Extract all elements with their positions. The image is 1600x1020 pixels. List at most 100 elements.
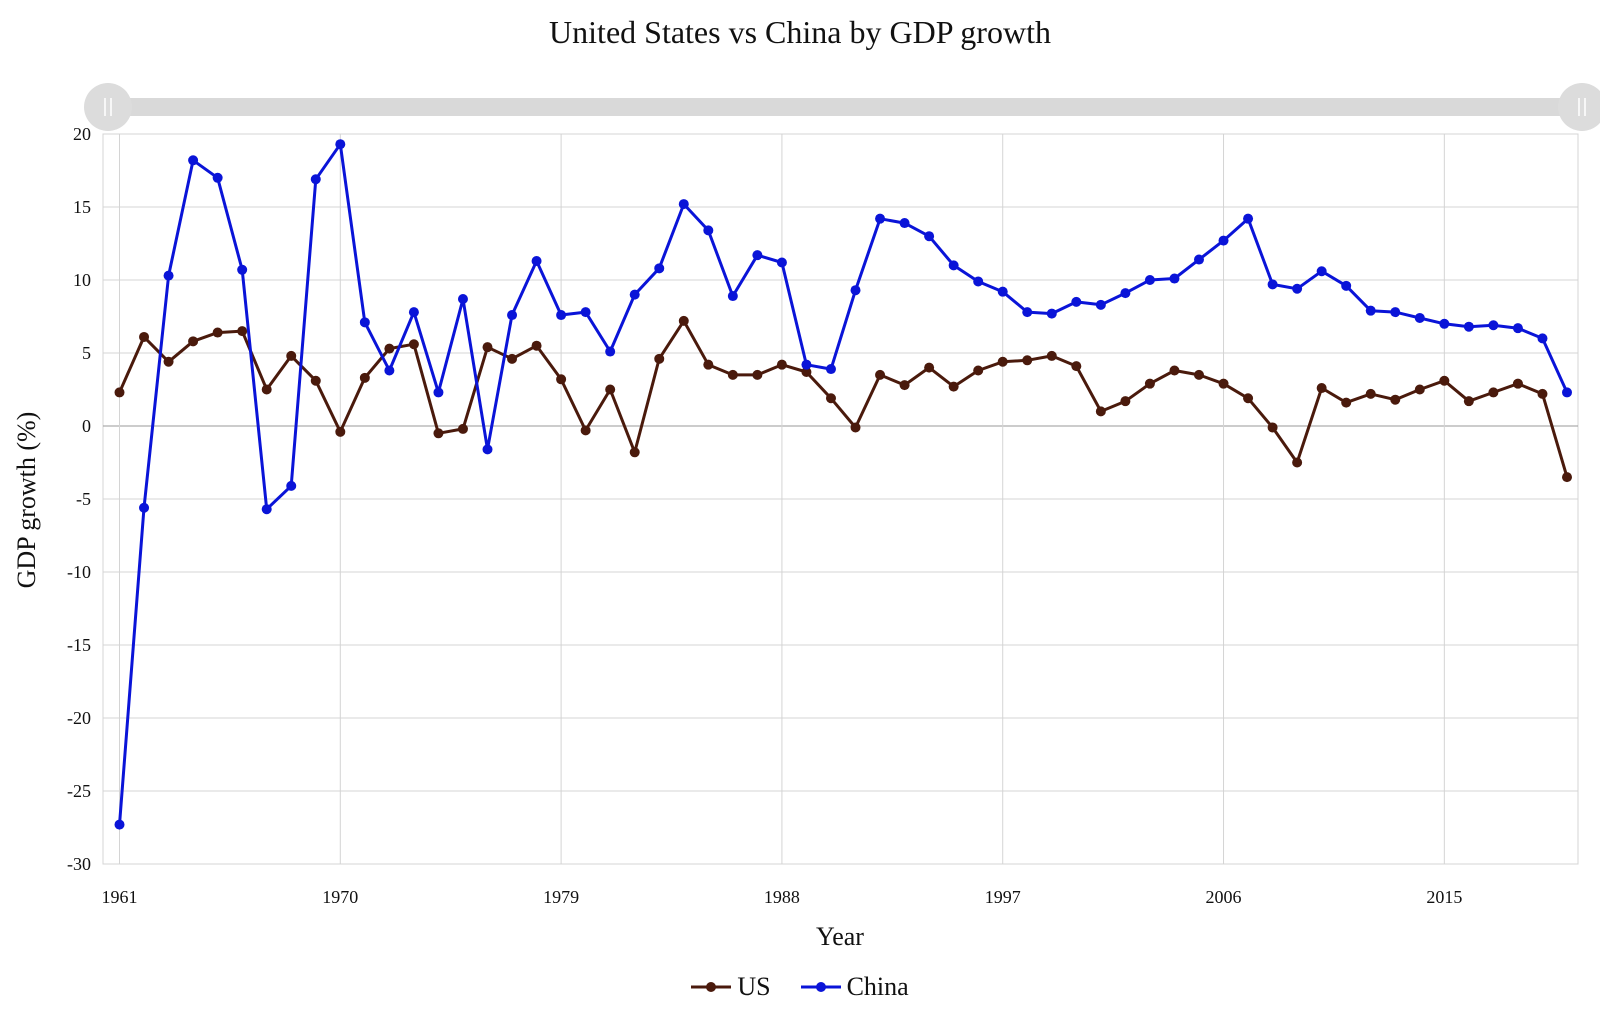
data-point-china [1414, 312, 1425, 323]
series-line-china [118, 142, 1569, 825]
data-point-us [703, 359, 714, 370]
chart-title: United States vs China by GDP growth [549, 14, 1051, 50]
data-point-china [875, 213, 886, 224]
data-point-china [556, 310, 567, 321]
data-point-china [457, 293, 468, 304]
data-point-china [482, 444, 493, 455]
data-point-us [973, 365, 984, 376]
y-tick-label: 20 [73, 124, 91, 144]
data-point-china [1562, 387, 1572, 398]
data-point-china [1439, 318, 1450, 329]
legend-item-china[interactable]: China [800, 972, 909, 1002]
data-point-china [1193, 254, 1204, 265]
data-point-china [1071, 296, 1082, 307]
x-tick-label: 1979 [543, 887, 579, 907]
data-point-china [752, 250, 763, 261]
data-point-us [1562, 472, 1572, 483]
data-point-china [605, 346, 616, 357]
data-point-china [237, 264, 248, 275]
range-slider[interactable] [84, 83, 1600, 131]
data-point-china [580, 307, 591, 318]
data-point-us [629, 447, 640, 458]
data-point-us [1095, 406, 1106, 417]
data-point-us [457, 423, 468, 434]
data-point-us [212, 327, 223, 338]
grip-icon [1584, 98, 1586, 116]
data-point-china [1316, 266, 1327, 277]
range-handle-right[interactable] [1558, 83, 1600, 131]
data-point-us [1022, 355, 1033, 366]
data-point-us [556, 374, 567, 385]
data-point-us [286, 350, 297, 361]
data-point-us [237, 326, 248, 337]
data-point-us [580, 425, 591, 436]
data-point-us [1120, 396, 1131, 407]
y-tick-label: -30 [67, 854, 91, 874]
data-point-china [1292, 283, 1303, 294]
data-point-china [678, 199, 689, 210]
data-point-china [408, 307, 419, 318]
y-tick-label: -5 [76, 489, 91, 509]
data-point-china [1341, 280, 1352, 291]
data-point-china [359, 317, 370, 328]
data-point-china [1243, 213, 1254, 224]
grip-icon [1578, 98, 1580, 116]
range-handle-left[interactable] [84, 83, 132, 131]
data-point-us [850, 422, 861, 433]
data-point-china [1463, 321, 1474, 332]
data-point-china [1120, 288, 1131, 299]
data-point-china [163, 270, 174, 281]
x-tick-label: 1997 [985, 887, 1021, 907]
data-point-us [1267, 422, 1278, 433]
data-point-us [1512, 378, 1523, 389]
data-point-us [825, 393, 836, 404]
data-point-us [997, 356, 1008, 367]
y-tick-label: 0 [82, 416, 91, 436]
data-point-china [433, 387, 444, 398]
data-point-us [163, 356, 174, 367]
y-tick-label: -15 [67, 635, 91, 655]
data-point-us [678, 315, 689, 326]
legend-label-us: US [737, 972, 771, 1001]
data-point-us [482, 342, 493, 353]
data-point-china [507, 310, 518, 321]
data-point-us [433, 428, 444, 439]
legend-item-us[interactable]: US [691, 972, 771, 1002]
data-point-us [310, 375, 321, 386]
data-point-china [1022, 307, 1033, 318]
data-point-china [1537, 333, 1548, 344]
data-point-us [188, 336, 199, 347]
data-point-china [1390, 307, 1401, 318]
y-tick-label: -10 [67, 562, 91, 582]
data-point-us [1390, 394, 1401, 405]
data-point-us [114, 387, 125, 398]
data-point-china [1218, 235, 1229, 246]
y-tick-label: -25 [67, 781, 91, 801]
data-point-us [507, 353, 518, 364]
data-point-us [605, 384, 616, 395]
data-point-china [654, 263, 665, 274]
data-point-us [875, 369, 886, 380]
x-tick-label: 1961 [102, 887, 138, 907]
data-point-china [1488, 320, 1499, 331]
x-tick-label: 1970 [322, 887, 358, 907]
y-axis-label: GDP growth (%) [12, 411, 41, 589]
range-slider-track[interactable] [108, 98, 1568, 116]
data-point-china [801, 359, 812, 370]
data-point-us [924, 362, 935, 373]
data-point-us [408, 339, 419, 350]
data-point-us [1046, 350, 1057, 361]
data-point-us [948, 381, 959, 392]
y-tick-label: 15 [73, 197, 91, 217]
data-point-china [703, 225, 714, 236]
data-point-china [310, 174, 321, 185]
legend-swatch-us [691, 982, 732, 992]
data-point-us [1218, 378, 1229, 389]
data-point-us [727, 369, 738, 380]
grip-icon [110, 98, 112, 116]
legend-label-china: China [846, 972, 909, 1001]
data-point-us [1316, 383, 1327, 394]
data-point-china [1046, 308, 1057, 319]
data-point-us [1071, 361, 1082, 372]
data-point-us [1488, 387, 1499, 398]
